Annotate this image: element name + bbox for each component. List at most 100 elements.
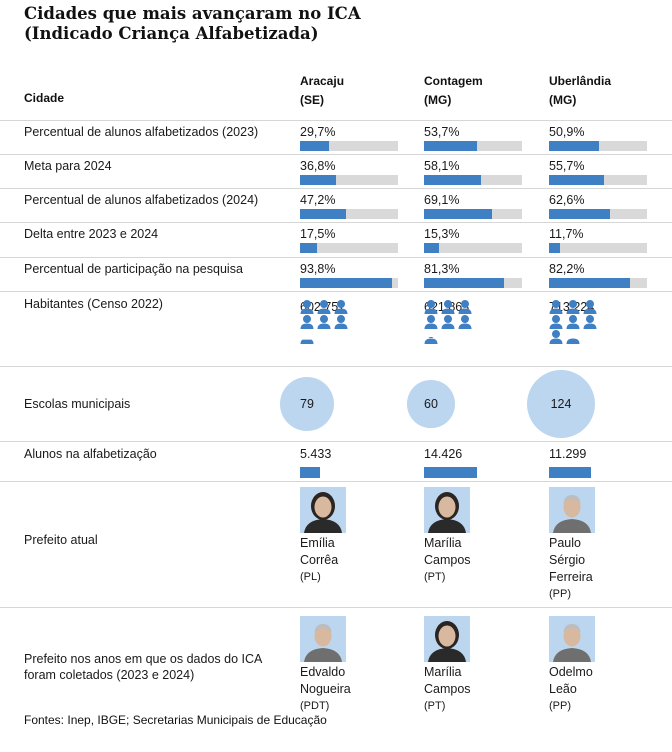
- percent-value: 11,7%: [549, 227, 584, 241]
- bar-track: [549, 175, 647, 185]
- percent-value: 15,3%: [424, 227, 460, 241]
- person-icon: [300, 315, 314, 329]
- bar-fill: [300, 278, 392, 288]
- bar-fill: [549, 141, 599, 151]
- bar-track: [549, 141, 647, 151]
- header-city-uberlandia: Uberlândia (MG): [549, 72, 611, 110]
- man-portrait-icon: [549, 616, 595, 662]
- partial-person-icon: [300, 339, 314, 344]
- alunos-value: 11.299: [549, 447, 587, 461]
- city-name: Aracaju: [300, 74, 345, 88]
- escolas-bubble: 79: [279, 376, 335, 432]
- person-icon: [458, 315, 472, 329]
- row-percent: Percentual de alunos alfabetizados (2024…: [0, 188, 672, 222]
- person-icon: [583, 315, 597, 329]
- city-name: Uberlândia: [549, 74, 612, 88]
- mayor-name: Odelmo Leão (PP): [549, 664, 659, 715]
- percent-value: 58,1%: [424, 159, 460, 173]
- percent-value: 62,6%: [549, 193, 585, 207]
- row-percent: Percentual de alunos alfabetizados (2023…: [0, 120, 672, 154]
- city-state: (SE): [300, 93, 324, 107]
- bar-track: [300, 175, 398, 185]
- man-portrait-icon: [300, 616, 346, 662]
- bar-track: [549, 209, 647, 219]
- person-icon: [566, 300, 580, 314]
- row-label: Prefeito nos anos em que os dados do ICA…: [24, 652, 263, 682]
- percent-cell: 82,2%: [549, 262, 647, 288]
- percent-value: 82,2%: [549, 262, 585, 276]
- person-icon: [441, 315, 455, 329]
- people-icon: [549, 300, 597, 344]
- title-line-1: Cidades que mais avançaram no ICA: [24, 4, 361, 23]
- row-percent: Percentual de participação na pesquisa 93…: [0, 257, 672, 291]
- bar-fill: [549, 209, 611, 219]
- bar-track: [424, 243, 522, 253]
- habitantes-cell-0: 602.757: [300, 300, 348, 344]
- person-icon: [549, 300, 563, 314]
- bar-track: [549, 243, 647, 253]
- bar-fill: [549, 175, 604, 185]
- mayor-name: Edvaldo Nogueira (PDT): [300, 664, 410, 715]
- escolas-bubble: 60: [407, 380, 455, 428]
- mayor-party: (PP): [549, 700, 571, 712]
- row-label: Percentual de participação na pesquisa: [24, 262, 243, 276]
- bar-fill: [424, 243, 439, 253]
- woman-portrait-icon: [300, 487, 346, 533]
- percent-cell: 58,1%: [424, 159, 522, 185]
- bar-track: [300, 243, 398, 253]
- habitantes-cell-1: 621.863: [424, 300, 472, 344]
- woman-portrait-icon: [424, 487, 470, 533]
- percent-cell: 17,5%: [300, 227, 398, 253]
- percent-cell: 55,7%: [549, 159, 647, 185]
- bar-fill: [549, 243, 561, 253]
- alunos-value: 14.426: [424, 447, 463, 461]
- percent-value: 29,7%: [300, 125, 336, 139]
- bar-fill: [300, 141, 330, 151]
- person-icon: [549, 330, 563, 344]
- percent-cell: 36,8%: [300, 159, 398, 185]
- percent-cell: 69,1%: [424, 193, 522, 219]
- percent-cell: 11,7%: [549, 227, 647, 253]
- partial-person-icon: [424, 336, 438, 344]
- row-label: Alunos na alfabetização: [24, 447, 157, 461]
- mayor-name: Emília Corrêa (PL): [300, 535, 410, 586]
- header-city-aracaju: Aracaju (SE): [300, 72, 344, 110]
- alunos-bar: [300, 467, 320, 478]
- people-icon: [424, 300, 472, 344]
- alunos-cell-2: 11.299: [549, 447, 591, 478]
- percent-value: 81,3%: [424, 262, 460, 276]
- row-label: Escolas municipais: [24, 397, 131, 411]
- bar-track: [424, 278, 522, 288]
- mayor-party: (PP): [549, 588, 571, 600]
- bar-track: [424, 209, 522, 219]
- percent-cell: 81,3%: [424, 262, 522, 288]
- percent-cell: 93,8%: [300, 262, 398, 288]
- row-label: Delta entre 2023 e 2024: [24, 227, 159, 241]
- row-label: Percentual de alunos alfabetizados (2023…: [24, 125, 259, 139]
- row-percent: Meta para 2024 36,8% 58,1% 55,7%: [0, 154, 672, 188]
- person-icon: [549, 315, 563, 329]
- mayor-party: (PDT): [300, 700, 330, 712]
- row-prefeito-atual: Prefeito atual Emília Corrêa (PL) Maríli…: [0, 481, 672, 606]
- alunos-bar: [549, 467, 591, 478]
- row-label: Percentual de alunos alfabetizados (2024…: [24, 193, 259, 207]
- person-icon: [583, 300, 597, 314]
- percent-cell: 29,7%: [300, 125, 398, 151]
- bar-track: [300, 209, 398, 219]
- bar-track: [424, 141, 522, 151]
- row-habitantes: Habitantes (Censo 2022) 602.757 621.863 …: [0, 291, 672, 365]
- mayor-party: (PT): [424, 700, 446, 712]
- person-icon: [300, 300, 314, 314]
- alunos-value: 5.433: [300, 447, 332, 461]
- city-name: Contagem: [424, 74, 483, 88]
- escolas-bubble: 124: [527, 370, 595, 438]
- bar-fill: [300, 209, 347, 219]
- row-label: Meta para 2024: [24, 159, 112, 173]
- person-icon: [334, 315, 348, 329]
- person-icon: [424, 300, 438, 314]
- habitantes-cell-2: 713.224: [549, 300, 597, 344]
- mayor-name: Marília Campos (PT): [424, 535, 534, 586]
- bar-fill: [424, 175, 481, 185]
- row-percent: Delta entre 2023 e 2024 17,5% 15,3% 11,7%: [0, 222, 672, 257]
- header-city-contagem: Contagem (MG): [424, 72, 483, 110]
